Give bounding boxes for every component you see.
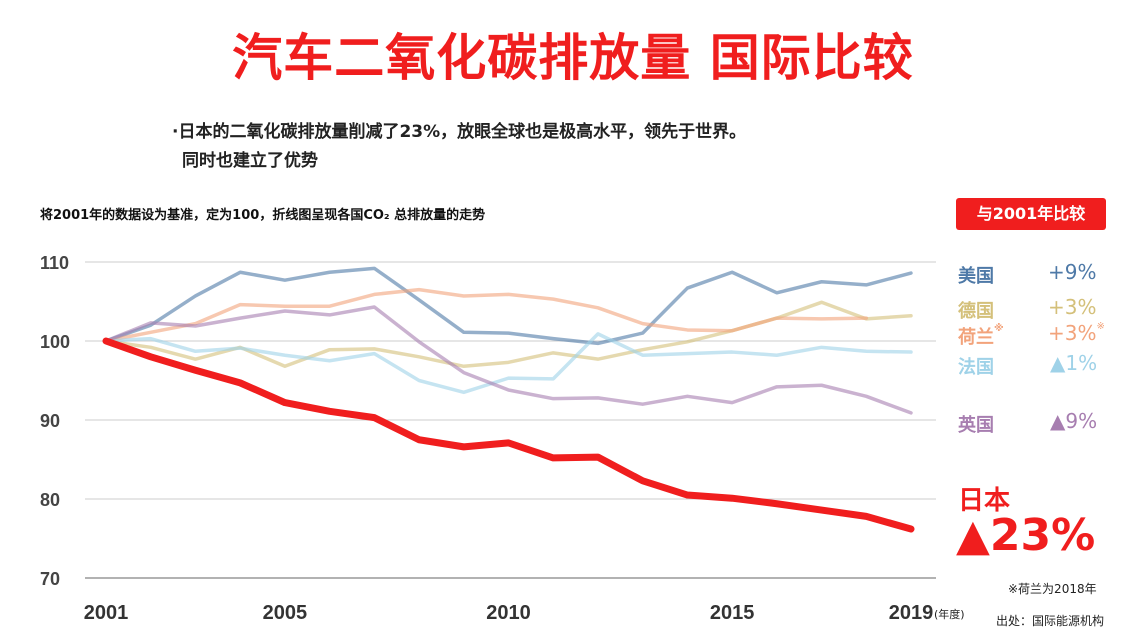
footnote: ※荷兰为2018年 [1008, 582, 1097, 596]
y-tick-label: 70 [40, 569, 60, 589]
legend-label-uk: 英国 [958, 415, 994, 436]
netherlands-change: +3% [1048, 321, 1097, 345]
series-line-4 [104, 305, 913, 415]
comparison-badge: 与2001年比较 [956, 198, 1106, 230]
y-tick-label: 100 [40, 332, 70, 352]
subtitle-line-2: 同时也建立了优势 [182, 151, 318, 171]
legend-label-france: 法国 [958, 357, 994, 378]
netherlands-mark: ※ [994, 323, 1004, 334]
x-tick-label: 2019 [889, 602, 934, 624]
chart-title: 将2001年的数据设为基准，定为100，折线图呈现各国CO₂ 总排放量的走势 [40, 208, 486, 223]
x-tick-label: 2015 [710, 602, 755, 624]
series-line-3 [104, 332, 913, 395]
subtitle-line-1: ·日本的二氧化碳排放量削减了23%，放眼全球也是极高水平，领先于世界。 [172, 122, 747, 142]
netherlands-name: 荷兰 [958, 327, 994, 348]
source: 出处：国际能源机构 [996, 614, 1105, 628]
y-tick-label: 90 [40, 411, 60, 431]
legend-label-us: 美国 [958, 266, 994, 287]
legend-change-france: ▲1% [1050, 351, 1098, 375]
series-line-0 [104, 266, 913, 346]
legend-label-germany: 德国 [958, 301, 994, 322]
subtitle: ·日本的二氧化碳排放量削减了23%，放眼全球也是极高水平，领先于世界。 同时也建… [172, 118, 746, 176]
page-title: 汽车二氧化碳排放量 国际比较 [232, 29, 914, 87]
netherlands-change-mark: ※ [1096, 321, 1105, 332]
y-tick-label: 110 [40, 253, 69, 273]
x-axis-unit: (年度) [934, 608, 965, 621]
legend-label-japan: 日本 [958, 486, 1011, 516]
series-line-2 [104, 287, 869, 343]
x-tick-label: 2001 [84, 602, 129, 624]
x-tick-label: 2005 [263, 602, 308, 624]
x-tick-label: 2010 [486, 602, 531, 624]
legend-change-us: +9% [1048, 260, 1097, 284]
legend-change-germany: +3% [1048, 295, 1097, 319]
legend-change-japan: ▲23% [956, 510, 1096, 561]
legend-label-netherlands: 荷兰※ [958, 323, 1004, 349]
legend-change-uk: ▲9% [1050, 409, 1098, 433]
y-tick-label: 80 [40, 490, 60, 510]
series-line-5 [102, 337, 915, 533]
legend-change-netherlands: +3%※ [1048, 321, 1105, 345]
